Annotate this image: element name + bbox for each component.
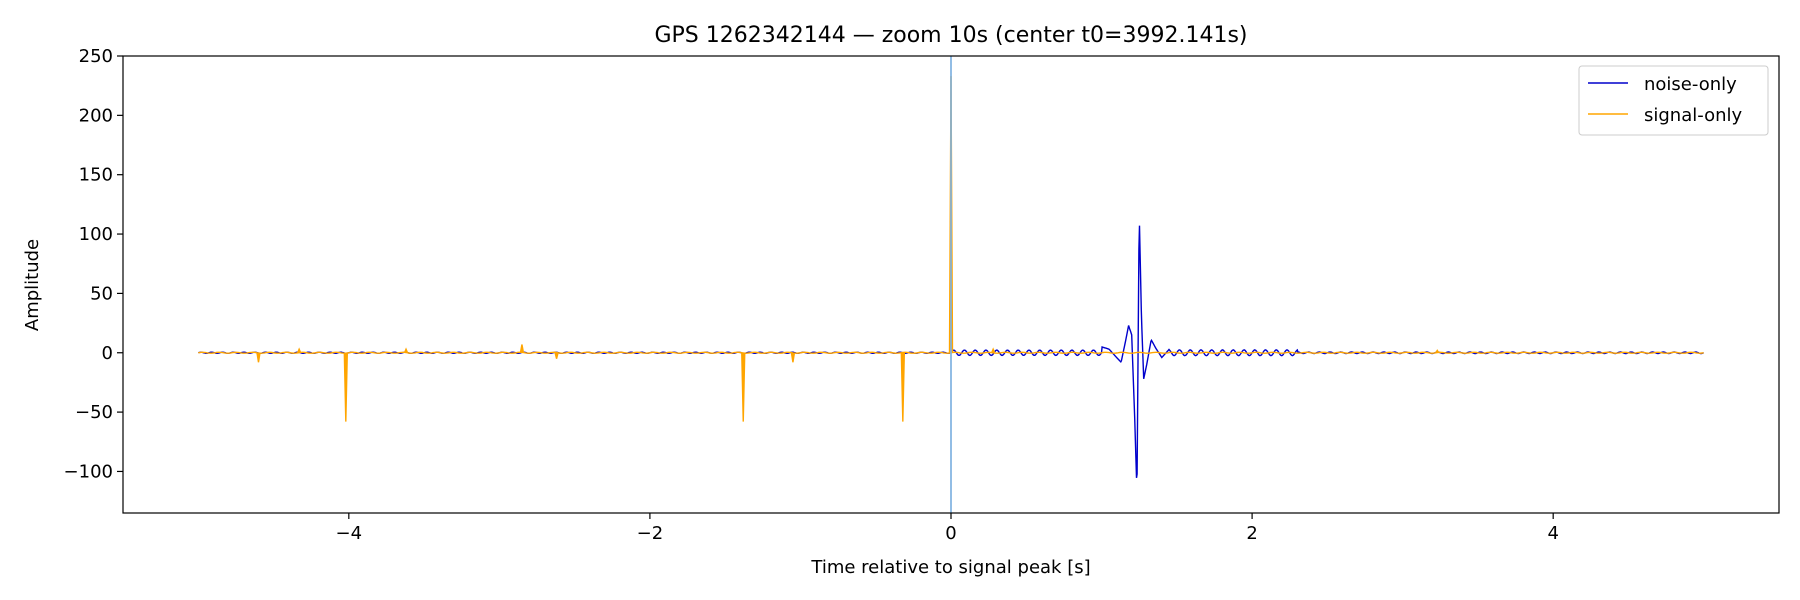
y-axis: −100 −50 0 50 100 150 200 250 — [64, 46, 123, 482]
signal-spike — [1435, 349, 1440, 354]
signal-spike — [790, 352, 796, 363]
y-tick-label: 0 — [102, 343, 113, 364]
legend-label-noise-only: noise-only — [1644, 74, 1737, 95]
signal-spike — [256, 352, 261, 363]
signal-spike — [343, 352, 349, 422]
signal-spike — [403, 347, 409, 354]
y-tick-label: −50 — [75, 402, 113, 423]
x-tick-label: 0 — [945, 523, 956, 544]
y-tick-label: −100 — [64, 461, 113, 482]
signal-spike — [554, 352, 559, 359]
y-tick-label: 250 — [79, 46, 113, 67]
x-tick-label: 2 — [1246, 523, 1257, 544]
chart-title: GPS 1262342144 — zoom 10s (center t0=399… — [654, 23, 1247, 48]
signal-spike — [991, 347, 996, 354]
y-tick-label: 150 — [79, 165, 113, 186]
signal-spike — [519, 344, 525, 353]
legend-label-signal-only: signal-only — [1644, 105, 1742, 126]
y-tick-label: 100 — [79, 224, 113, 245]
x-tick-label: 4 — [1547, 523, 1558, 544]
y-tick-label: 50 — [90, 283, 113, 304]
signal-spike — [900, 352, 906, 422]
signal-spike — [741, 352, 746, 422]
x-tick-label: −4 — [336, 523, 363, 544]
y-axis-label: Amplitude — [22, 239, 43, 331]
signal-spike — [296, 347, 302, 354]
plot-area — [197, 56, 1704, 513]
y-tick-label: 200 — [79, 105, 113, 126]
legend: noise-only signal-only — [1578, 65, 1769, 136]
x-tick-label: −2 — [637, 523, 664, 544]
x-axis-label: Time relative to signal peak [s] — [810, 557, 1090, 578]
x-axis: −4 −2 0 2 4 — [336, 513, 1559, 544]
